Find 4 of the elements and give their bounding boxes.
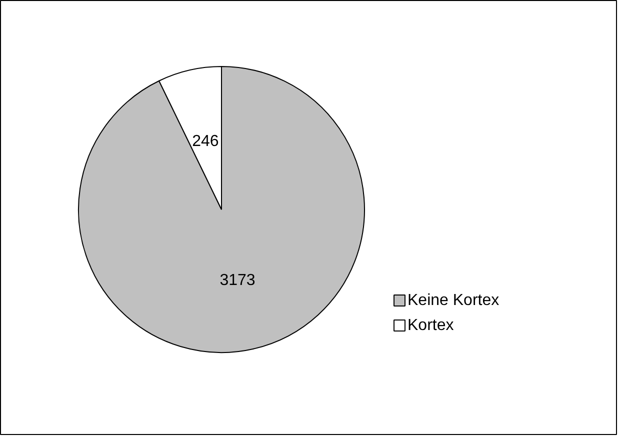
legend-label: Kortex (408, 317, 454, 334)
data-label: 3173 (220, 272, 256, 290)
legend-label: Keine Kortex (408, 292, 500, 309)
data-label: 246 (192, 132, 219, 150)
